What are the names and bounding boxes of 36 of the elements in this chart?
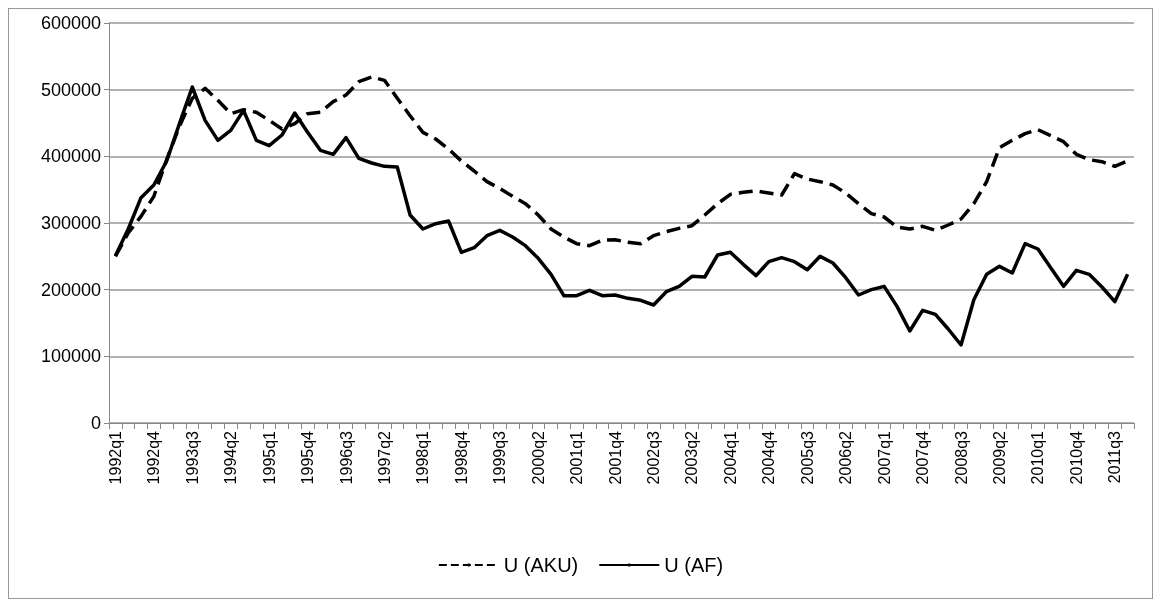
x-tick-label: 2000q2 — [529, 430, 547, 485]
legend-label: U (AF) — [664, 554, 724, 576]
y-tick-label: 600000 — [40, 13, 101, 33]
y-tick-label: 200000 — [40, 279, 101, 300]
x-tick-label: 2003q2 — [683, 430, 701, 485]
x-tick-label: 2009q2 — [990, 430, 1008, 485]
x-tick-label: 2007q1 — [875, 430, 893, 485]
x-tick-label: 1998q1 — [414, 430, 432, 485]
x-tick-label: 1995q4 — [299, 430, 317, 485]
x-tick-label: 2004q1 — [721, 430, 739, 485]
x-tick-label: 2005q3 — [798, 430, 816, 485]
x-tick-label: 2002q3 — [645, 430, 663, 485]
x-tick-label: 2006q2 — [837, 430, 855, 485]
x-tick-label: 1992q4 — [145, 430, 163, 485]
y-tick-label: 100000 — [40, 346, 101, 367]
y-tick-label: 0 — [90, 413, 101, 433]
x-tick-label: 1995q1 — [260, 430, 278, 485]
x-tick-label: 2008q3 — [952, 430, 970, 485]
x-tick-label: 2004q4 — [760, 430, 778, 485]
x-tick-label: 2001q1 — [568, 430, 586, 485]
x-tick-label: 1999q3 — [491, 430, 509, 485]
x-tick-label: 2007q4 — [914, 430, 932, 485]
x-tick-label: 1996q3 — [337, 430, 355, 485]
x-tick-label: 2001q4 — [606, 430, 624, 485]
y-tick-label: 500000 — [40, 79, 101, 100]
x-tick-label: 1994q2 — [222, 430, 240, 485]
x-tick-label: 1998q4 — [452, 430, 470, 485]
legend-label: U (AKU) — [503, 554, 579, 576]
x-tick-label: 1992q1 — [106, 430, 124, 485]
x-tick-label: 2011q3 — [1106, 430, 1124, 484]
x-tick-label: 2010q1 — [1029, 430, 1047, 485]
y-tick-label: 400000 — [40, 146, 101, 167]
x-tick-label: 1997q2 — [375, 430, 393, 485]
y-tick-label: 300000 — [40, 213, 101, 233]
x-tick-label: 1993q3 — [183, 430, 201, 485]
x-tick-label: 2010q4 — [1067, 430, 1085, 485]
